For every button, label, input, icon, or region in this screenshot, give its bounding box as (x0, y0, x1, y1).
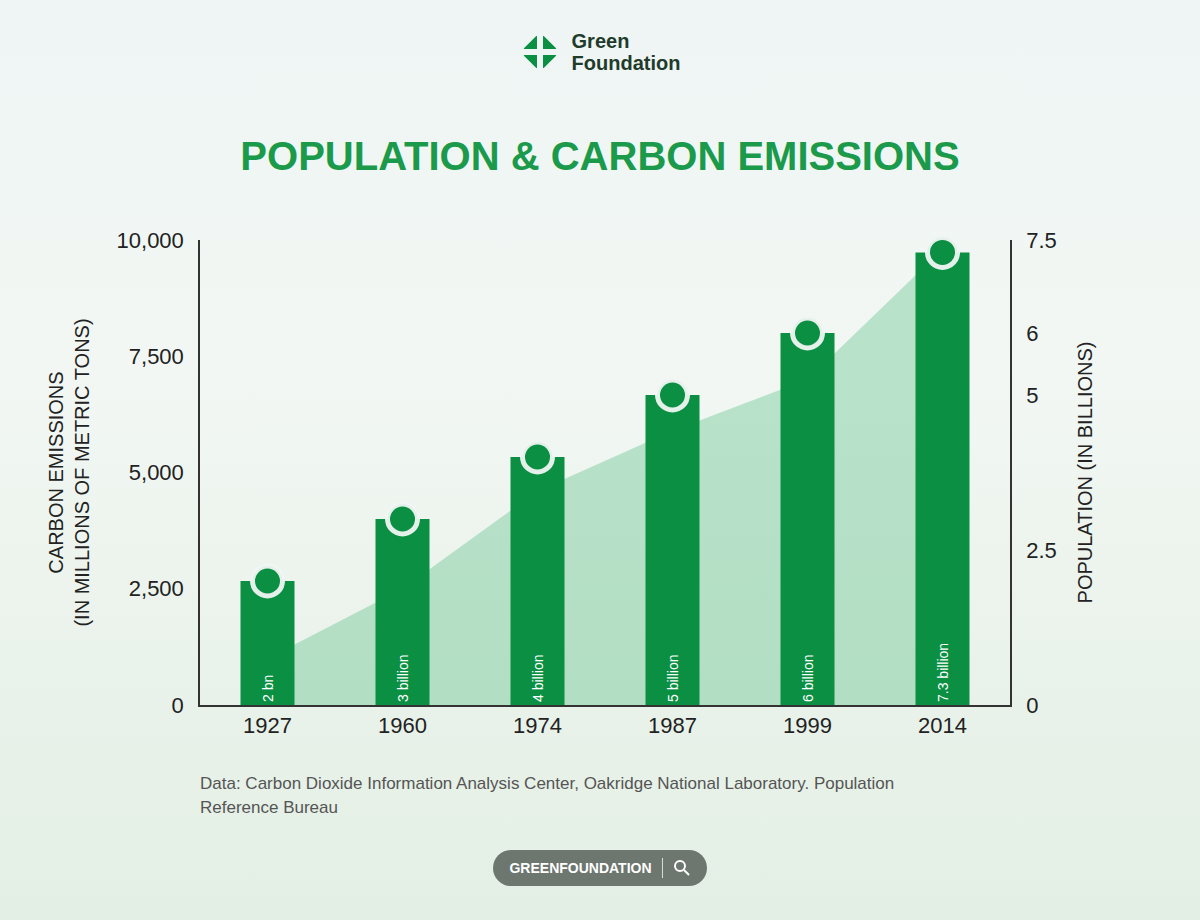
svg-text:7.5: 7.5 (1026, 228, 1057, 253)
svg-text:POPULATION (IN BILLIONS): POPULATION (IN BILLIONS) (1074, 342, 1096, 604)
svg-text:POPULATION & CARBON EMISSIONS: POPULATION & CARBON EMISSIONS (240, 134, 959, 178)
svg-text:0: 0 (172, 693, 184, 718)
svg-text:6: 6 (1026, 321, 1038, 346)
svg-text:1999: 1999 (783, 713, 832, 738)
svg-text:6 billion: 6 billion (800, 655, 816, 702)
svg-text:2 bn: 2 bn (260, 675, 276, 702)
svg-text:1960: 1960 (378, 713, 427, 738)
html-text:Foundation: Foundation (571, 52, 681, 74)
svg-text:7.3 billion: 7.3 billion (935, 643, 951, 702)
svg-text:10,000: 10,000 (117, 228, 184, 253)
svg-text:1927: 1927 (243, 713, 292, 738)
svg-text:7,500: 7,500 (129, 344, 184, 369)
svg-text:2,500: 2,500 (129, 576, 184, 601)
html-text:Green: Green (571, 30, 630, 52)
svg-text:2014: 2014 (918, 713, 967, 738)
svg-text:5: 5 (1026, 383, 1038, 408)
svg-text:3 billion: 3 billion (395, 655, 411, 702)
html-text:GREENFOUNDATION: GREENFOUNDATION (509, 860, 652, 876)
svg-text:2.5: 2.5 (1026, 538, 1057, 563)
html-text:Data: Carbon Dioxide Informati: Data: Carbon Dioxide Information Analysi… (200, 774, 895, 817)
svg-text:4 billion: 4 billion (530, 655, 546, 702)
svg-text:5 billion: 5 billion (665, 655, 681, 702)
svg-text:0: 0 (1026, 693, 1038, 718)
svg-text:CARBON EMISSIONS(IN MILLIONS O: CARBON EMISSIONS(IN MILLIONS OF METRIC T… (45, 318, 93, 626)
svg-text:1974: 1974 (513, 713, 562, 738)
svg-text:5,000: 5,000 (129, 460, 184, 485)
svg-text:1987: 1987 (648, 713, 697, 738)
